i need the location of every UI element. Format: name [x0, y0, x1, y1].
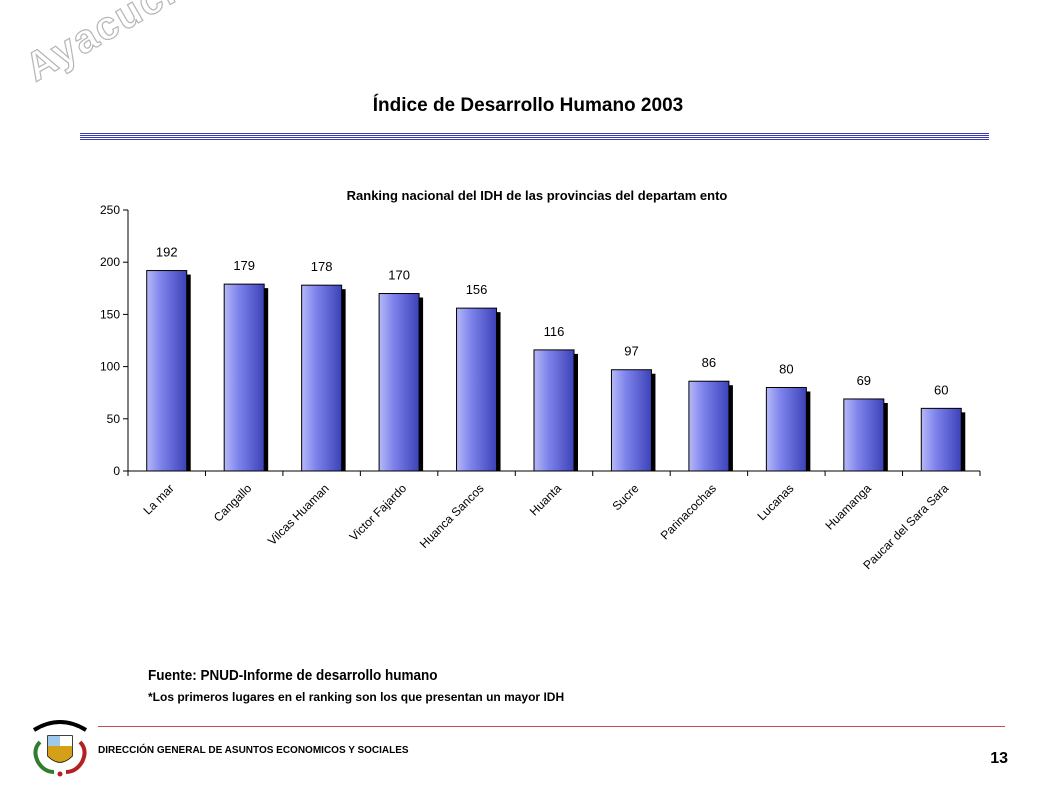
bar-chart: Ranking nacional del IDH de las provinci…	[100, 188, 981, 572]
bar-value-label: 179	[233, 258, 255, 273]
y-tick-label: 250	[100, 203, 120, 217]
bar-value-label: 60	[934, 382, 948, 397]
source-note: Fuente: PNUD-Informe de desarrollo human…	[148, 667, 438, 684]
category-label: Parinacochas	[658, 481, 719, 542]
category-label: Cangallo	[211, 481, 255, 525]
peru-coat-of-arms-emblem	[28, 716, 92, 783]
bar-value-label: 156	[466, 282, 488, 297]
bar	[765, 386, 807, 472]
y-tick-label: 0	[113, 464, 120, 478]
bar-value-label: 170	[388, 268, 410, 283]
page-number: 13	[990, 750, 1008, 767]
footer-organization: DIRECCIÓN GENERAL DE ASUNTOS ECONOMICOS …	[98, 745, 409, 756]
bar-value-label: 69	[857, 373, 871, 388]
bar-value-label: 116	[544, 324, 565, 339]
chart-title: Ranking nacional del IDH de las provinci…	[347, 188, 728, 203]
category-label: La mar	[141, 481, 177, 517]
category-label: Huanta	[527, 481, 564, 518]
y-tick-label: 50	[107, 412, 121, 426]
y-tick-label: 100	[100, 360, 120, 374]
bar	[301, 284, 343, 472]
bar	[223, 283, 265, 472]
category-label: Huanca Sancos	[417, 481, 487, 551]
slide-title: Índice de Desarrollo Humano 2003	[372, 95, 684, 116]
bar	[843, 398, 885, 472]
title-divider	[80, 133, 989, 141]
bar	[146, 270, 188, 472]
y-tick-label: 200	[100, 255, 120, 269]
bar	[456, 307, 498, 472]
footer-divider	[98, 726, 1005, 727]
category-label: Lucanas	[755, 481, 797, 523]
bar	[378, 293, 420, 472]
bar	[920, 407, 962, 472]
bar-value-label: 192	[156, 245, 178, 260]
category-label: Vilcas Huaman	[265, 481, 332, 548]
footnote: *Los primeros lugares en el ranking son …	[148, 690, 565, 704]
bar	[533, 349, 575, 472]
bar-value-label: 80	[779, 361, 793, 376]
bar-value-label: 86	[702, 355, 716, 370]
y-tick-label: 150	[100, 307, 120, 321]
category-label: Victor Fajardo	[347, 481, 410, 544]
category-label: Paucar del Sara Sara	[860, 481, 951, 572]
bar-value-label: 178	[311, 259, 333, 274]
category-label: Sucre	[610, 481, 642, 513]
bar	[688, 380, 730, 472]
bar	[610, 369, 652, 472]
bar-value-label: 97	[624, 344, 638, 359]
category-label: Huamanga	[823, 481, 875, 533]
